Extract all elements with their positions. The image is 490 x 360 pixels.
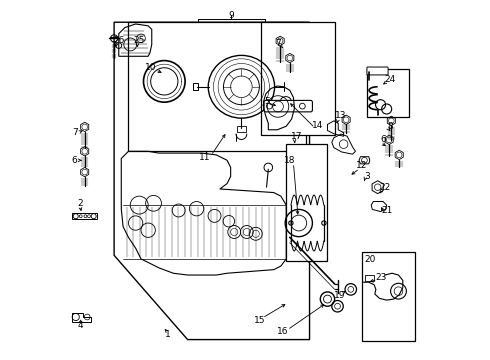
Text: 6: 6 [380, 135, 386, 144]
Text: 19: 19 [334, 291, 346, 300]
Text: 18: 18 [284, 156, 295, 165]
Text: 24: 24 [385, 75, 396, 84]
Text: 20: 20 [364, 255, 375, 264]
Bar [261, 22, 335, 135]
Bar [365, 275, 374, 281]
Text: 21: 21 [381, 206, 392, 215]
FancyBboxPatch shape [264, 100, 313, 112]
Text: 5: 5 [265, 96, 270, 105]
Text: 26: 26 [113, 36, 124, 45]
Text: 7: 7 [72, 128, 77, 137]
Text: 4: 4 [77, 321, 83, 330]
Text: 15: 15 [254, 316, 266, 325]
FancyBboxPatch shape [367, 67, 388, 75]
Text: 13: 13 [335, 111, 347, 120]
Text: 17: 17 [291, 132, 303, 141]
Text: 25: 25 [133, 36, 145, 45]
Text: 6: 6 [72, 156, 77, 165]
Text: 9: 9 [228, 10, 234, 19]
Text: 11: 11 [199, 153, 211, 162]
Text: 16: 16 [277, 327, 289, 336]
Text: 1: 1 [165, 330, 171, 339]
Bar [286, 144, 327, 261]
Text: 10: 10 [146, 63, 157, 72]
Text: 2: 2 [77, 199, 83, 208]
Text: 12: 12 [356, 161, 367, 170]
Bar [367, 69, 409, 117]
Bar [193, 83, 198, 90]
Bar [237, 126, 245, 132]
Text: 3: 3 [364, 172, 370, 181]
Text: 14: 14 [312, 121, 323, 130]
Bar [362, 252, 415, 341]
Text: 23: 23 [375, 273, 386, 282]
Text: 8: 8 [388, 122, 393, 131]
Text: 7: 7 [275, 39, 281, 48]
Text: 22: 22 [379, 183, 391, 192]
